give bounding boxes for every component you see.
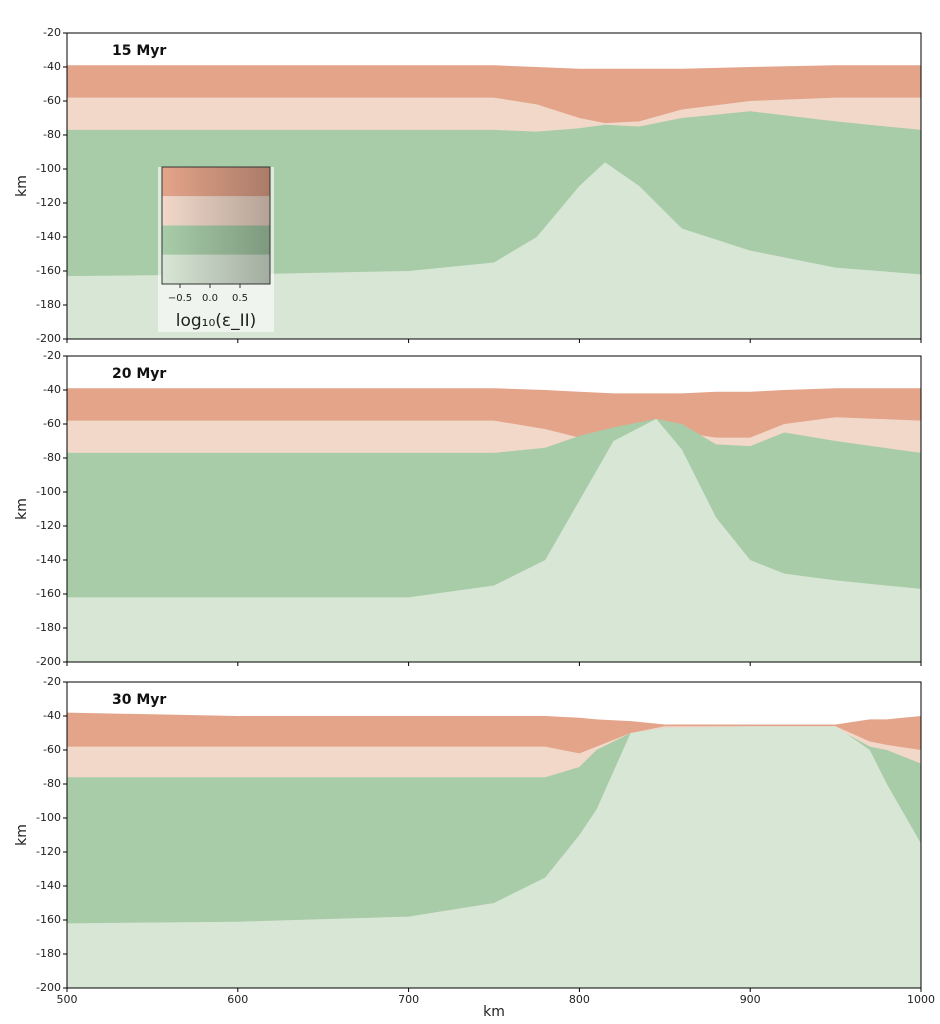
y-tick-label: -60 (43, 743, 61, 756)
y-tick-label: -60 (43, 94, 61, 107)
y-tick-label: -80 (43, 777, 61, 790)
y-tick-label: -180 (36, 947, 61, 960)
panel-title: 20 Myr (112, 366, 166, 382)
y-tick-label: -200 (36, 655, 61, 668)
y-tick-label: -80 (43, 451, 61, 464)
y-axis-label: km (14, 498, 30, 520)
plot-frame (66, 355, 922, 663)
x-tick-label: 500 (57, 993, 78, 1006)
panel-title: 30 Myr (112, 692, 166, 708)
y-tick-label: -160 (36, 587, 61, 600)
x-axis-label: km (483, 1004, 505, 1020)
y-tick-label: -140 (36, 879, 61, 892)
x-tick-label: 800 (569, 993, 590, 1006)
colorbar-label: log₁₀(ε_II) (176, 311, 257, 331)
y-tick-label: -100 (36, 485, 61, 498)
layer-area (67, 726, 921, 988)
y-tick-label: -40 (43, 709, 61, 722)
y-tick-label: -120 (36, 845, 61, 858)
panel: -200 -180 -160 -140 -120 -100 -80 -60 -40 -20 15 M… (14, 26, 922, 345)
panel: -200 -180 -160 -140 -120 -100 -80 -60 -40 -20 500 6… (14, 675, 935, 1020)
colorbar-tick-label: −0.5 (168, 293, 192, 304)
y-tick-label: -200 (36, 981, 61, 994)
y-tick-label: -20 (43, 349, 61, 362)
colorbar-tick-label: 0.0 (202, 293, 218, 304)
y-tick-label: -100 (36, 162, 61, 175)
y-tick-label: -40 (43, 60, 61, 73)
x-tick-label: 600 (227, 993, 248, 1006)
colorbar-tick-label: 0.5 (232, 293, 248, 304)
y-axis-label: km (14, 175, 30, 197)
plot-frame (66, 32, 922, 340)
y-tick-label: -60 (43, 417, 61, 430)
y-tick-label: -120 (36, 196, 61, 209)
y-tick-label: -180 (36, 298, 61, 311)
y-tick-label: -40 (43, 383, 61, 396)
y-tick-label: -160 (36, 264, 61, 277)
y-tick-label: -20 (43, 26, 61, 39)
y-tick-label: -200 (36, 332, 61, 345)
x-tick-label: 700 (398, 993, 419, 1006)
layer-area (67, 418, 921, 662)
y-tick-label: -140 (36, 553, 61, 566)
x-tick-label: 900 (740, 993, 761, 1006)
y-tick-label: -120 (36, 519, 61, 532)
y-tick-label: -180 (36, 621, 61, 634)
panel-title: 15 Myr (112, 43, 166, 59)
y-tick-label: -140 (36, 230, 61, 243)
y-tick-label: -160 (36, 913, 61, 926)
y-axis-label: km (14, 824, 30, 846)
colorbar-shade (162, 167, 270, 284)
colorbar-frame (161, 166, 271, 285)
x-tick-label: 1000 (907, 993, 935, 1006)
layer-area (67, 162, 921, 339)
panel: -200 -180 -160 -140 -120 -100 -80 -60 -40 -20 20 M… (14, 349, 922, 668)
y-tick-label: -80 (43, 128, 61, 141)
y-tick-label: -20 (43, 675, 61, 688)
y-tick-label: -100 (36, 811, 61, 824)
plot-frame (66, 681, 922, 989)
